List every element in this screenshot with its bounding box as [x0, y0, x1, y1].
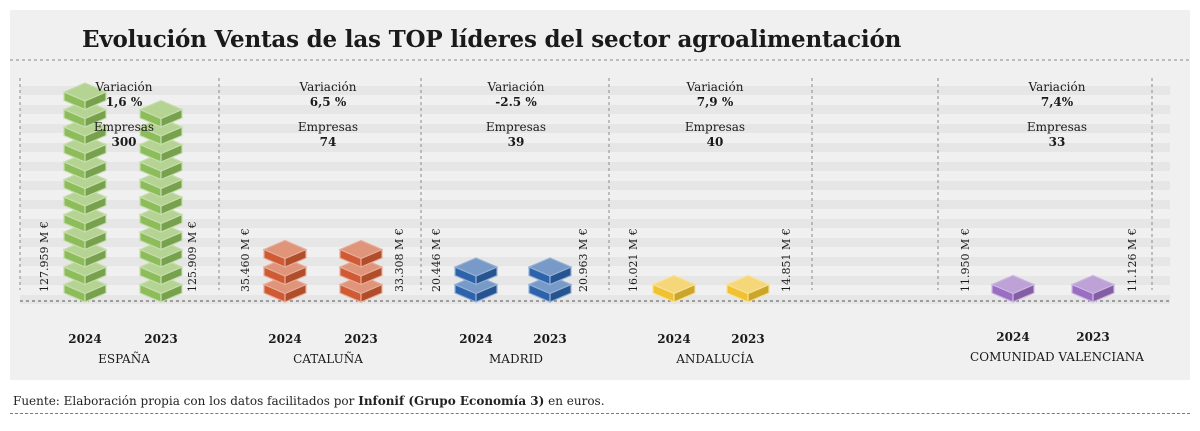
- variation-value-comunidad-valenciana: 7,4%: [1041, 95, 1074, 109]
- bar-espa-a-2024-cube-top-face: [62, 82, 108, 102]
- value-label-catalu-a-2024: 35.460 M €: [239, 228, 252, 292]
- companies-label-madrid: Empresas: [486, 120, 546, 134]
- background-stripe: [20, 181, 1170, 190]
- source-prefix: Fuente: Elaboración propia con los datos…: [13, 394, 359, 408]
- value-label-catalu-a-2023: 33.308 M €: [393, 228, 406, 292]
- bar-espa-a-2023-cube-top-face: [138, 99, 184, 120]
- background-stripe: [20, 257, 1170, 266]
- background-stripe: [20, 105, 1170, 114]
- year-label-andaluc-a-2024: 2024: [657, 332, 690, 346]
- year-label-madrid-2024: 2024: [459, 332, 492, 346]
- variation-label-catalu-a: Variación: [299, 80, 357, 94]
- chart-panel: [10, 10, 1190, 380]
- companies-label-espa-a: Empresas: [94, 120, 154, 134]
- region-label-madrid: MADRID: [489, 352, 543, 366]
- variation-label-andaluc-a: Variación: [686, 80, 744, 94]
- background-stripe: [20, 219, 1170, 228]
- value-label-espa-a-2023: 125.909 M €: [186, 221, 199, 292]
- bar-comunidad-valenciana-2024-cube-top-face: [990, 274, 1036, 295]
- region-label-comunidad-valenciana: COMUNIDAD VALENCIANA: [970, 350, 1144, 364]
- year-label-catalu-a-2023: 2023: [344, 332, 377, 346]
- variation-value-andaluc-a: 7,9 %: [697, 95, 734, 109]
- variation-label-comunidad-valenciana: Variación: [1028, 80, 1086, 94]
- bar-madrid-2023-cube-top-face: [527, 257, 573, 277]
- value-label-madrid-2023: 20.963 M €: [577, 228, 590, 292]
- source-suffix: en euros.: [544, 394, 605, 408]
- companies-label-catalu-a: Empresas: [298, 120, 358, 134]
- background-stripe: [20, 295, 1170, 304]
- source-bold: Infonif (Grupo Economía 3): [358, 394, 545, 408]
- year-label-comunidad-valenciana-2023: 2023: [1076, 330, 1109, 344]
- variation-value-madrid: -2.5 %: [495, 95, 537, 109]
- year-label-espa-a-2023: 2023: [144, 332, 177, 346]
- companies-value-comunidad-valenciana: 33: [1049, 135, 1066, 149]
- region-label-catalu-a: CATALUÑA: [293, 351, 363, 366]
- background-stripe: [20, 86, 1170, 95]
- background-stripe: [20, 238, 1170, 247]
- background-stripe: [20, 200, 1170, 209]
- value-label-comunidad-valenciana-2023: 11.126 M €: [1126, 228, 1139, 292]
- year-label-espa-a-2024: 2024: [68, 332, 101, 346]
- variation-label-madrid: Variación: [487, 80, 545, 94]
- year-label-andaluc-a-2023: 2023: [731, 332, 764, 346]
- bar-catalu-a-2024-cube-top-face: [262, 239, 308, 260]
- companies-label-comunidad-valenciana: Empresas: [1027, 120, 1087, 134]
- variation-label-espa-a: Variación: [95, 80, 153, 94]
- bar-andaluc-a-2024-cube-top-face: [651, 274, 697, 295]
- source-note: Fuente: Elaboración propia con los datos…: [13, 394, 605, 408]
- bottom-rule: [10, 413, 1190, 414]
- value-label-comunidad-valenciana-2024: 11.950 M €: [959, 228, 972, 292]
- page-title: Evolución Ventas de las TOP líderes del …: [82, 26, 902, 53]
- bar-catalu-a-2023-cube-top-face: [338, 239, 384, 260]
- region-label-espa-a: ESPAÑA: [98, 351, 150, 366]
- value-label-madrid-2024: 20.446 M €: [430, 228, 443, 292]
- bar-madrid-2024-cube-top-face: [453, 257, 499, 277]
- year-label-catalu-a-2024: 2024: [268, 332, 301, 346]
- companies-value-madrid: 39: [508, 135, 525, 149]
- bar-andaluc-a-2023-cube-top-face: [725, 274, 771, 295]
- variation-value-espa-a: 1,6 %: [106, 95, 143, 109]
- background-stripe: [20, 124, 1170, 133]
- background-stripe: [20, 143, 1170, 152]
- region-label-andaluc-a: ANDALUCÍA: [675, 351, 754, 366]
- background-stripe: [20, 276, 1170, 285]
- year-label-madrid-2023: 2023: [533, 332, 566, 346]
- value-label-andaluc-a-2023: 14.851 M €: [780, 228, 793, 292]
- year-label-comunidad-valenciana-2024: 2024: [996, 330, 1029, 344]
- companies-value-andaluc-a: 40: [707, 135, 724, 149]
- companies-value-espa-a: 300: [111, 135, 136, 149]
- background-stripe: [20, 162, 1170, 171]
- companies-label-andaluc-a: Empresas: [685, 120, 745, 134]
- value-label-espa-a-2024: 127.959 M €: [38, 221, 51, 292]
- value-label-andaluc-a-2024: 16.021 M €: [627, 228, 640, 292]
- variation-value-catalu-a: 6,5 %: [310, 95, 347, 109]
- companies-value-catalu-a: 74: [320, 135, 337, 149]
- bar-comunidad-valenciana-2023-cube-top-face: [1070, 274, 1116, 295]
